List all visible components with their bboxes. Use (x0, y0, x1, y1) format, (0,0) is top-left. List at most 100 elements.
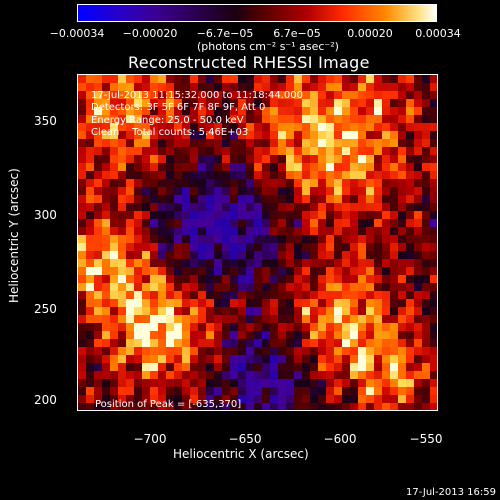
heatmap-pixel (382, 307, 390, 315)
heatmap-pixel (294, 219, 302, 227)
heatmap-pixel (262, 403, 270, 410)
heatmap-pixel (318, 179, 326, 187)
heatmap-pixel (262, 259, 270, 267)
heatmap-pixel (350, 75, 358, 83)
heatmap-pixel (302, 355, 310, 363)
heatmap-pixel (310, 259, 318, 267)
heatmap-pixel (366, 179, 374, 187)
heatmap-pixel (118, 323, 126, 331)
heatmap-pixel (390, 347, 398, 355)
heatmap-pixel (198, 291, 206, 299)
heatmap-pixel (206, 115, 214, 123)
heatmap-pixel (422, 275, 430, 283)
heatmap-pixel (102, 251, 110, 259)
heatmap-pixel (270, 211, 278, 219)
heatmap-pixel (382, 283, 390, 291)
heatmap-pixel (430, 243, 437, 251)
heatmap-pixel (278, 259, 286, 267)
heatmap-pixel (406, 83, 414, 91)
heatmap-pixel (270, 403, 278, 410)
heatmap-pixel (206, 83, 214, 91)
heatmap-pixel (350, 187, 358, 195)
heatmap-pixel (294, 403, 302, 410)
heatmap-pixel (350, 299, 358, 307)
heatmap-pixel (214, 363, 222, 371)
heatmap-pixel (238, 163, 246, 171)
heatmap-pixel (134, 91, 142, 99)
heatmap-pixel (286, 155, 294, 163)
heatmap-pixel (262, 211, 270, 219)
heatmap-pixel (222, 267, 230, 275)
heatmap-pixel (422, 323, 430, 331)
heatmap-pixel (254, 203, 262, 211)
heatmap-pixel (206, 91, 214, 99)
heatmap-pixel (182, 283, 190, 291)
heatmap-pixel (102, 99, 110, 107)
heatmap-pixel (134, 283, 142, 291)
heatmap-pixel (286, 395, 294, 403)
heatmap-pixel (366, 251, 374, 259)
heatmap-pixel (406, 371, 414, 379)
heatmap-pixel (270, 123, 278, 131)
heatmap-pixel (326, 147, 334, 155)
heatmap-pixel (78, 403, 86, 410)
heatmap-pixel (174, 83, 182, 91)
heatmap-pixel (134, 387, 142, 395)
heatmap-pixel (398, 139, 406, 147)
heatmap-pixel (126, 251, 134, 259)
heatmap-pixel (422, 291, 430, 299)
heatmap-pixel (158, 219, 166, 227)
heatmap-pixel (78, 211, 86, 219)
heatmap-pixel (102, 235, 110, 243)
heatmap-pixel (430, 379, 437, 387)
heatmap-pixel (414, 283, 422, 291)
heatmap-pixel (294, 107, 302, 115)
heatmap-pixel (86, 91, 94, 99)
colorbar-tick-label: −0.00020 (122, 27, 178, 40)
heatmap-pixel (198, 75, 206, 83)
heatmap-pixel (398, 331, 406, 339)
heatmap-pixel (222, 363, 230, 371)
heatmap-pixel (414, 243, 422, 251)
heatmap-pixel (302, 107, 310, 115)
heatmap-pixel (150, 363, 158, 371)
heatmap-pixel (126, 219, 134, 227)
heatmap-pixel (190, 355, 198, 363)
heatmap-pixel (278, 83, 286, 91)
heatmap-pixel (286, 163, 294, 171)
heatmap-pixel (326, 339, 334, 347)
heatmap-pixel (174, 275, 182, 283)
heatmap-pixel (102, 307, 110, 315)
heatmap-pixel (198, 179, 206, 187)
heatmap-pixel (342, 179, 350, 187)
heatmap-pixel (342, 315, 350, 323)
heatmap-pixel (334, 283, 342, 291)
heatmap-pixel (174, 211, 182, 219)
heatmap-pixel (350, 147, 358, 155)
heatmap-pixel (198, 355, 206, 363)
heatmap-pixel (190, 211, 198, 219)
heatmap-pixel (302, 347, 310, 355)
heatmap-pixel (278, 155, 286, 163)
heatmap-pixel (230, 291, 238, 299)
heatmap-pixel (206, 251, 214, 259)
heatmap-pixel (390, 83, 398, 91)
heatmap-pixel (254, 387, 262, 395)
heatmap-pixel (430, 91, 437, 99)
heatmap-pixel (142, 83, 150, 91)
heatmap-pixel (366, 371, 374, 379)
y-tick-label: 350 (34, 114, 57, 128)
heatmap-pixel (374, 107, 382, 115)
heatmap-pixel (102, 91, 110, 99)
heatmap-pixel (430, 323, 437, 331)
heatmap-pixel (134, 371, 142, 379)
heatmap-pixel (326, 347, 334, 355)
heatmap-pixel (302, 235, 310, 243)
heatmap-pixel (174, 267, 182, 275)
heatmap-pixel (334, 163, 342, 171)
heatmap-pixel (270, 115, 278, 123)
heatmap-pixel (350, 243, 358, 251)
heatmap-pixel (390, 115, 398, 123)
heatmap-pixel (182, 315, 190, 323)
heatmap-pixel (246, 155, 254, 163)
